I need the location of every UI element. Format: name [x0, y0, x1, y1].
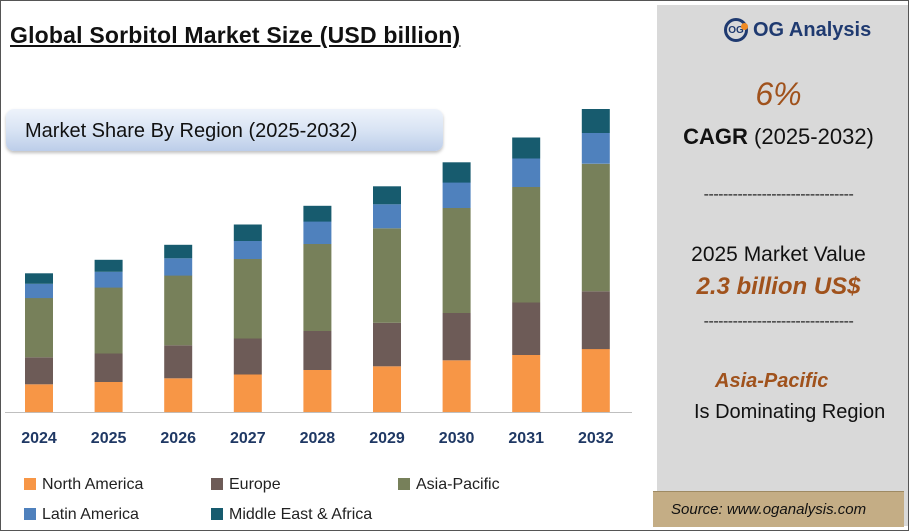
legend-label: Latin America [42, 506, 139, 523]
og-analysis-logo: OG OG Analysis [724, 18, 871, 42]
bar-segment-north-america-2026 [164, 378, 193, 413]
legend-swatch [211, 508, 223, 520]
bar-segment-asia-pacific-2027 [233, 259, 262, 339]
bar-segment-north-america-2030 [442, 360, 471, 412]
bar-segment-latin-america-2029 [373, 204, 401, 229]
logo-text: OG Analysis [753, 18, 872, 41]
legend-item-asia-pacific: Asia-Pacific [398, 476, 500, 494]
bar-segment-middle-east-africa-2028 [303, 205, 332, 222]
dominating-region-label: Is Dominating Region [694, 401, 886, 423]
cagr-label-text: CAGR [683, 124, 748, 149]
legend-swatch [398, 478, 410, 490]
bar-segment-middle-east-africa-2031 [512, 137, 541, 159]
x-tick-label: 2030 [439, 430, 475, 447]
bar-segment-north-america-2031 [512, 355, 541, 412]
bar-segment-north-america-2025 [94, 382, 123, 412]
bar-segment-middle-east-africa-2029 [373, 186, 401, 205]
og-logo-icon: OG [724, 18, 748, 42]
summary-panel [653, 5, 908, 526]
bar-segment-latin-america-2024 [25, 283, 53, 299]
divider-top: ------------------------------- [703, 186, 854, 203]
bar-segment-latin-america-2030 [442, 182, 471, 208]
bar-segment-middle-east-africa-2024 [25, 273, 53, 284]
legend-label: North America [42, 476, 144, 493]
bar-segment-europe-2027 [233, 338, 262, 375]
x-tick-label: 2025 [91, 430, 127, 447]
legend-swatch [211, 478, 223, 490]
x-tick-label: 2024 [21, 430, 57, 447]
stacked-bar-chart: 2024 2025 2026 2027 2028 2029 2030 2031 2032 [5, 109, 632, 447]
bar-segment-middle-east-africa-2025 [94, 259, 123, 272]
dominating-region: Asia-Pacific [715, 370, 829, 392]
bar-segment-asia-pacific-2026 [164, 275, 193, 346]
bar-segment-europe-2031 [512, 302, 541, 355]
cagr-label: CAGR (2025-2032) [653, 124, 904, 150]
bar-segment-middle-east-africa-2026 [164, 244, 193, 259]
legend-label: Asia-Pacific [416, 476, 500, 493]
bar-segment-north-america-2028 [303, 370, 332, 412]
bar-segment-north-america-2029 [373, 366, 401, 413]
x-tick-label: 2029 [369, 430, 405, 447]
legend-item-europe: Europe [211, 476, 281, 494]
legend-item-north-america: North America [24, 476, 143, 494]
bar-segment-asia-pacific-2028 [303, 244, 332, 331]
bar-segment-asia-pacific-2031 [512, 187, 541, 303]
bar-segment-north-america-2024 [25, 384, 53, 413]
legend-label: Europe [229, 476, 281, 493]
bar-segment-north-america-2027 [233, 374, 262, 412]
bar-segment-latin-america-2027 [233, 241, 262, 259]
legend-item-middle-east-africa: Middle East & Africa [211, 506, 372, 524]
bar-segment-asia-pacific-2024 [25, 298, 53, 358]
bar-segment-latin-america-2025 [94, 271, 123, 288]
market-value-label: 2025 Market Value [691, 243, 866, 266]
chart-subtitle: Market Share By Region (2025-2032) [25, 120, 358, 142]
bar-segment-middle-east-africa-2032 [581, 109, 610, 133]
legend-swatch [24, 478, 36, 490]
bar-segment-europe-2030 [442, 313, 471, 361]
bar-segment-europe-2032 [581, 291, 610, 350]
bar-segment-asia-pacific-2030 [442, 208, 471, 313]
bar-segment-latin-america-2031 [512, 158, 541, 187]
bar-segment-latin-america-2026 [164, 258, 193, 276]
x-tick-label: 2032 [578, 430, 614, 447]
source-text: Source: www.oganalysis.com [671, 501, 867, 518]
x-tick-label: 2031 [508, 430, 544, 447]
bar-segment-middle-east-africa-2027 [233, 224, 262, 241]
subtitle-banner: Market Share By Region (2025-2032) [6, 109, 443, 151]
bar-segment-asia-pacific-2029 [373, 228, 401, 323]
bar-segment-latin-america-2028 [303, 221, 332, 244]
legend-swatch [24, 508, 36, 520]
legend-item-latin-america: Latin America [24, 506, 139, 524]
bar-segment-north-america-2032 [581, 349, 610, 412]
bar-segment-europe-2025 [94, 353, 123, 382]
bar-segment-europe-2029 [373, 322, 401, 367]
divider-bottom: ------------------------------- [703, 313, 854, 330]
market-value: 2.3 billion US$ [696, 273, 861, 300]
bar-segment-asia-pacific-2025 [94, 287, 123, 354]
legend-label: Middle East & Africa [229, 506, 373, 523]
bar-segment-europe-2028 [303, 331, 332, 370]
chart-title: Global Sorbitol Market Size (USD billion… [10, 22, 461, 48]
bar-segment-asia-pacific-2032 [581, 163, 610, 292]
x-tick-label: 2027 [230, 430, 266, 447]
x-tick-label: 2026 [160, 430, 196, 447]
bar-segment-europe-2026 [164, 345, 193, 379]
x-tick-label: 2028 [300, 430, 336, 447]
cagr-period: (2025-2032) [754, 124, 874, 149]
bar-segment-europe-2024 [25, 357, 53, 385]
bar-segment-latin-america-2032 [581, 133, 610, 164]
bar-segment-middle-east-africa-2030 [442, 162, 471, 183]
cagr-value: 6% [755, 76, 802, 112]
source-bar: Source: www.oganalysis.com [653, 491, 904, 527]
